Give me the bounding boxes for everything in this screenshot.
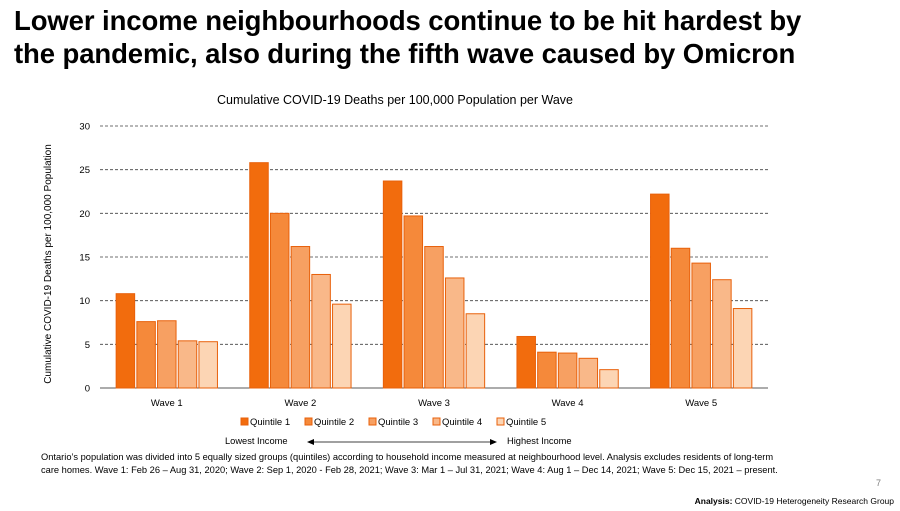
footnote: Ontario’s population was divided into 5 … xyxy=(41,452,778,475)
bar xyxy=(136,321,156,389)
y-tick-label: 20 xyxy=(79,209,90,220)
y-tick-label: 15 xyxy=(79,253,90,264)
bar xyxy=(712,279,732,389)
bar xyxy=(578,357,599,389)
bar xyxy=(115,293,136,389)
y-axis-label: Cumulative COVID-19 Deaths per 100,000 P… xyxy=(43,144,54,384)
bar xyxy=(557,352,578,389)
bar xyxy=(537,351,557,389)
legend-swatch xyxy=(304,417,313,426)
bar xyxy=(444,277,465,389)
bar xyxy=(424,246,444,389)
legend-label: Quintile 4 xyxy=(442,417,482,428)
lowest-income-label: Lowest Income xyxy=(225,436,288,446)
slide-title: Lower income neighbourhoods continue to … xyxy=(14,4,894,70)
slide-title-line-1: Lower income neighbourhoods continue to … xyxy=(14,5,802,36)
bar xyxy=(516,335,536,389)
legend-label: Quintile 2 xyxy=(314,417,354,428)
analysis-source: COVID-19 Heterogeneity Research Group xyxy=(734,496,894,506)
x-tick-label: Wave 1 xyxy=(151,398,183,409)
x-tick-label: Wave 4 xyxy=(552,398,584,409)
income-arrow xyxy=(307,439,497,445)
bar xyxy=(650,193,670,389)
y-axis-ticks: 0 5 10 15 20 25 30 xyxy=(79,122,90,395)
legend: Quintile 1 Quintile 2 Quintile 3 Quintile 4… xyxy=(240,417,546,428)
y-tick-label: 25 xyxy=(79,165,90,176)
bar xyxy=(465,313,486,389)
legend-swatch xyxy=(240,417,249,426)
x-tick-label: Wave 2 xyxy=(284,398,316,409)
bar xyxy=(670,247,691,389)
bars xyxy=(115,162,753,389)
legend-label: Quintile 3 xyxy=(378,417,418,428)
bar xyxy=(311,273,331,389)
legend-swatch xyxy=(432,417,441,426)
legend-label: Quintile 1 xyxy=(250,417,290,428)
y-tick-label: 0 xyxy=(85,384,90,395)
analysis-credit: Analysis: COVID-19 Heterogeneity Researc… xyxy=(695,496,894,506)
bar xyxy=(249,162,269,389)
x-tick-label: Wave 5 xyxy=(685,398,717,409)
y-tick-label: 5 xyxy=(85,340,90,351)
bar xyxy=(290,246,311,389)
y-tick-label: 30 xyxy=(79,122,90,133)
x-axis-ticks: Wave 1 Wave 2 Wave 3 Wave 4 Wave 5 xyxy=(151,398,717,409)
bar xyxy=(177,340,198,389)
bar xyxy=(198,341,218,389)
bar xyxy=(332,303,352,389)
bar xyxy=(732,308,753,389)
legend-label: Quintile 5 xyxy=(506,417,546,428)
analysis-label: Analysis: xyxy=(694,496,733,506)
bar xyxy=(599,369,619,389)
bar xyxy=(157,320,177,389)
bar xyxy=(382,180,403,389)
x-tick-label: Wave 3 xyxy=(418,398,450,409)
page-number: 7 xyxy=(876,478,882,488)
y-tick-label: 10 xyxy=(79,296,90,307)
bar xyxy=(269,212,290,389)
bar xyxy=(691,262,711,389)
legend-swatch xyxy=(368,417,377,426)
bar xyxy=(403,215,424,389)
highest-income-label: Highest Income xyxy=(507,436,572,446)
legend-swatch xyxy=(496,417,505,426)
chart-title: Cumulative COVID-19 Deaths per 100,000 P… xyxy=(217,93,573,107)
slide-title-line-2: the pandemic, also during the fifth wave… xyxy=(14,38,796,69)
